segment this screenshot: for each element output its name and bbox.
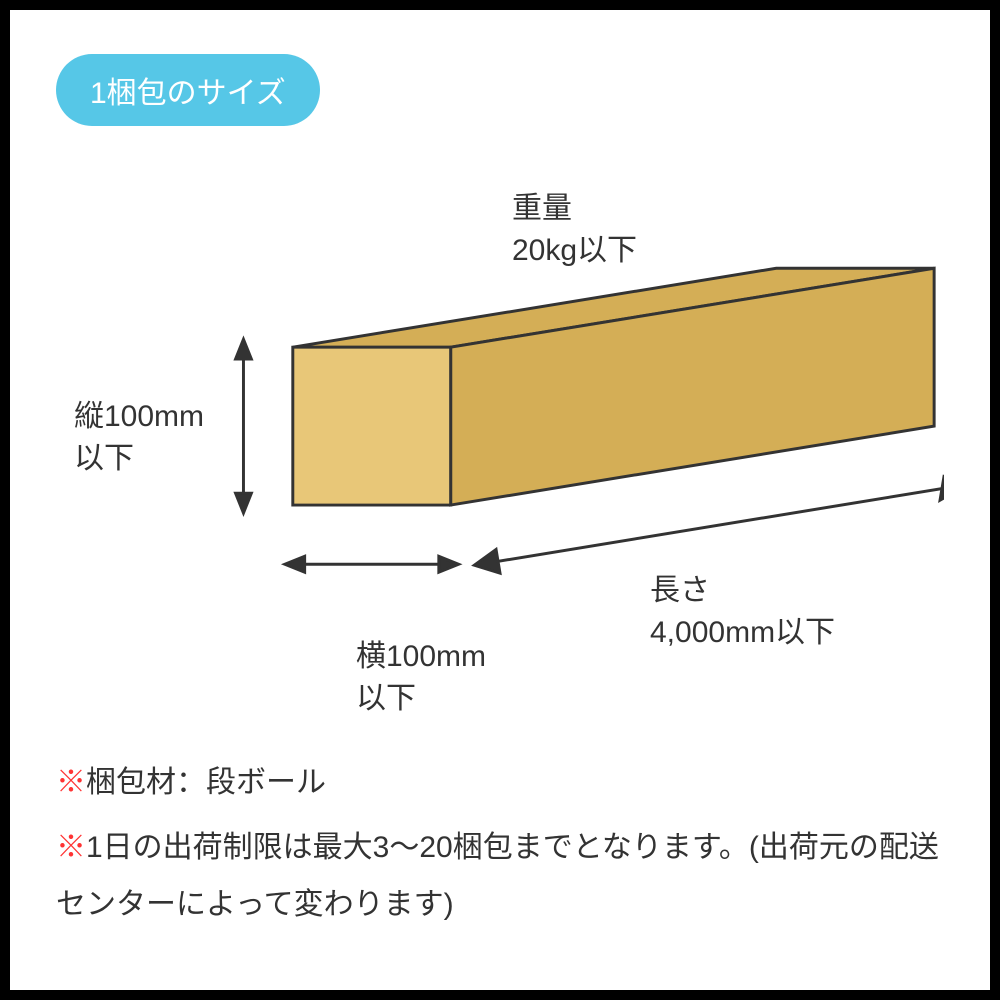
note-1: ※梱包材：段ボール [56, 754, 944, 811]
note-1-mark: ※ [56, 766, 86, 799]
note-2: ※1日の出荷制限は最大3〜20梱包までとなります。(出荷元の配送センターによって… [56, 819, 944, 933]
infographic-frame: 1梱包のサイズ [0, 0, 1000, 1000]
weight-title: 重量 [512, 188, 637, 230]
length-label: 長さ 4,000mm以下 [650, 570, 835, 654]
notes-block: ※梱包材：段ボール ※1日の出荷制限は最大3〜20梱包までとなります。(出荷元の… [56, 754, 944, 933]
width-arrow [285, 556, 459, 572]
title-badge: 1梱包のサイズ [56, 54, 320, 126]
length-title: 長さ [650, 570, 835, 612]
note-1-text: 梱包材：段ボール [86, 766, 326, 799]
width-sub: 以下 [356, 678, 486, 720]
weight-value: 20kg以下 [512, 230, 637, 272]
height-sub: 以下 [74, 438, 204, 480]
length-value: 4,000mm以下 [650, 612, 835, 654]
width-label: 横100mm 以下 [356, 636, 486, 720]
height-label: 縦100mm 以下 [74, 396, 204, 480]
height-arrow [236, 339, 252, 513]
note-2-text: 1日の出荷制限は最大3〜20梱包までとなります。(出荷元の配送センターによって変… [56, 831, 939, 921]
box-front-face [293, 347, 451, 505]
height-title: 縦100mm [74, 396, 204, 438]
weight-label: 重量 20kg以下 [512, 188, 637, 272]
note-2-mark: ※ [56, 831, 86, 864]
width-title: 横100mm [356, 636, 486, 678]
box-diagram: 重量 20kg以下 縦100mm 以下 横100mm 以下 長さ 4,000mm… [56, 126, 944, 746]
